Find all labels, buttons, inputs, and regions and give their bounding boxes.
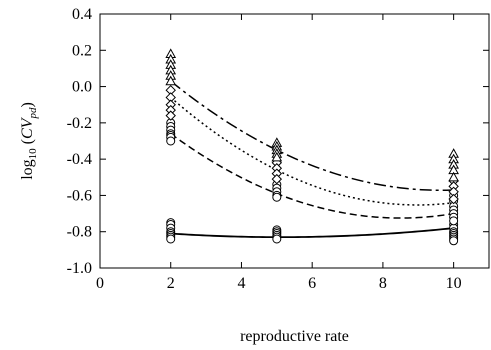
fit-line-solid [170,227,454,239]
y-title-cv: CV [19,116,36,139]
data-point-circle [166,136,176,146]
x-tick-label: 10 [446,275,462,292]
y-axis-title: log10 (CVpd) [19,102,39,180]
x-tick-label: 4 [237,275,245,292]
data-point-triangle [165,75,177,86]
data-point-diamond [165,110,176,121]
x-axis-title: reproductive rate [240,328,349,345]
data-markers-group [165,48,459,246]
x-tick-label: 8 [379,275,387,292]
x-tick-label: 2 [167,275,175,292]
y-title-log-base: 10 [27,148,39,160]
y-axis: -1.0 -0.8 -0.6 -0.4 -0.2 0.0 0.2 0.4 [67,6,489,277]
data-point-circle [449,236,459,246]
y-tick-label: 0.4 [72,6,92,23]
data-point-triangle [448,171,459,182]
y-tick-label: -0.2 [67,115,92,132]
y-tick-label: -0.6 [67,187,92,204]
plot-frame [99,13,490,269]
x-axis: 0 2 4 6 8 10 [96,14,462,292]
y-title-log: log [19,159,36,179]
y-tick-label: 0.0 [72,79,92,96]
fit-lines-group [170,80,454,239]
y-title-paren-open: ( [19,139,36,148]
y-title-cv-sub: pd [27,107,39,120]
y-tick-label: 0.2 [72,42,92,59]
data-point-circle [272,192,282,202]
y-tick-label: -1.0 [67,260,92,277]
data-point-circle [272,234,282,244]
data-point-circle [449,216,459,226]
data-point-diamond [271,173,283,185]
data-point-triangle [271,151,283,162]
data-point-circle [166,234,176,244]
x-tick-label: 0 [96,275,104,292]
y-title-paren-close: ) [19,102,36,107]
data-point-diamond [448,193,459,205]
fit-line-dotted [170,96,454,206]
y-tick-label: -0.4 [67,151,92,168]
fit-line-dashed [170,133,454,219]
y-tick-label: -0.8 [67,224,92,241]
x-tick-label: 6 [308,275,316,292]
fit-line-dashdot [170,80,454,191]
